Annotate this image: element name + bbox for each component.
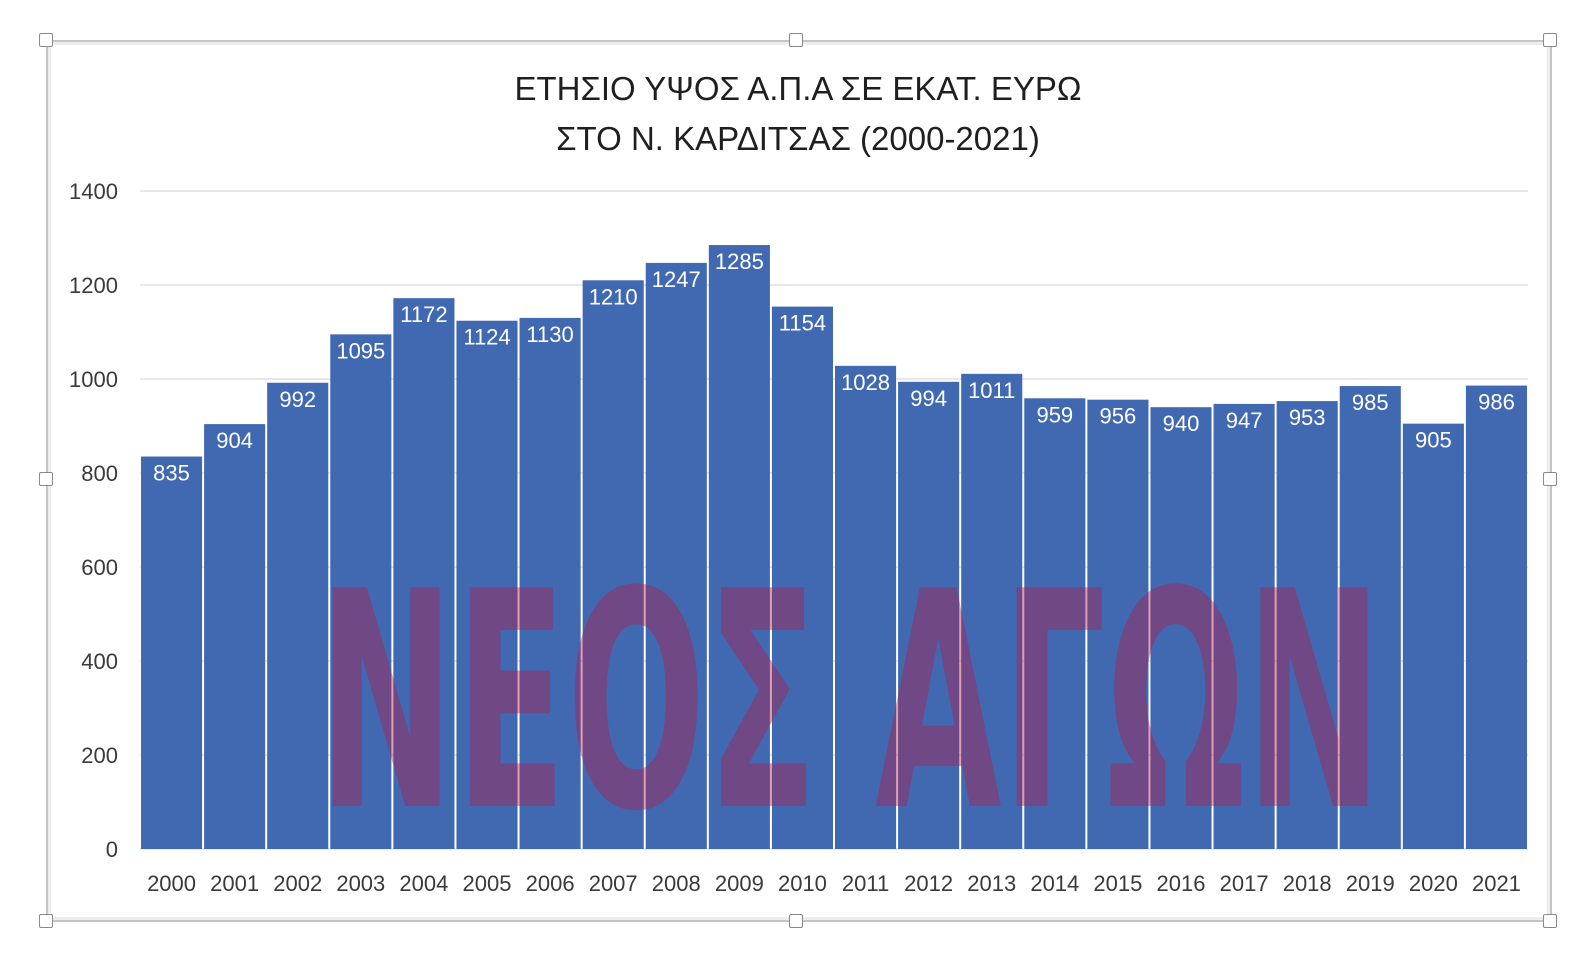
data-label-2002: 992 xyxy=(279,387,316,412)
data-label-2012: 994 xyxy=(910,386,947,411)
x-tick-label-2003: 2003 xyxy=(336,871,385,896)
y-axis-ticks: 0 200 400 600 800 1000 1200 1400 xyxy=(69,179,118,862)
bar-2021 xyxy=(1465,385,1527,849)
data-label-2017: 947 xyxy=(1226,408,1263,433)
resize-handle-top-left[interactable] xyxy=(39,33,53,47)
bar-2006 xyxy=(519,317,581,849)
x-tick-label-2011: 2011 xyxy=(842,871,889,896)
bar-2014 xyxy=(1024,398,1086,849)
data-labels: 835 904 992 1095 1172 1124 1130 1210 1247 1285 115… xyxy=(153,249,1515,486)
y-tick-label-400: 400 xyxy=(81,649,118,674)
bar-2010 xyxy=(771,306,833,849)
data-label-2010: 1154 xyxy=(779,311,826,336)
bar-2017 xyxy=(1213,403,1275,849)
bar-2002 xyxy=(267,382,329,849)
bar-2015 xyxy=(1087,399,1149,849)
y-tick-label-200: 200 xyxy=(81,743,118,768)
bar-2011 xyxy=(835,365,897,849)
data-label-2013: 1011 xyxy=(968,378,1015,403)
y-tick-label-800: 800 xyxy=(81,461,118,486)
bar-2016 xyxy=(1150,407,1212,849)
x-tick-label-2010: 2010 xyxy=(778,871,827,896)
bar-2012 xyxy=(898,381,960,849)
x-tick-label-2009: 2009 xyxy=(715,871,764,896)
x-tick-label-2013: 2013 xyxy=(967,871,1016,896)
x-tick-label-2004: 2004 xyxy=(399,871,448,896)
resize-handle-bottom-right[interactable] xyxy=(1543,914,1557,928)
data-label-2020: 905 xyxy=(1415,428,1452,453)
x-tick-label-2002: 2002 xyxy=(273,871,322,896)
bar-2004 xyxy=(393,298,455,849)
data-label-2000: 835 xyxy=(153,461,190,486)
x-tick-label-2008: 2008 xyxy=(652,871,701,896)
x-tick-label-2012: 2012 xyxy=(904,871,953,896)
x-tick-label-2006: 2006 xyxy=(526,871,575,896)
resize-handle-bottom-left[interactable] xyxy=(39,914,53,928)
x-tick-label-2017: 2017 xyxy=(1220,871,1269,896)
data-label-2018: 953 xyxy=(1289,405,1326,430)
bar-2009 xyxy=(708,245,770,850)
bars xyxy=(141,245,1527,850)
x-tick-label-2021: 2021 xyxy=(1472,871,1521,896)
x-tick-label-2016: 2016 xyxy=(1157,871,1206,896)
data-label-2019: 985 xyxy=(1352,390,1389,415)
bar-2020 xyxy=(1402,423,1464,849)
chart-title-line-1: ΕΤΗΣΙΟ ΥΨΟΣ Α.Π.Α ΣΕ ΕΚΑΤ. ΕΥΡΩ xyxy=(514,70,1081,107)
bar-2001 xyxy=(204,424,266,849)
bar-2007 xyxy=(582,280,644,849)
data-label-2001: 904 xyxy=(216,428,253,453)
data-label-2009: 1285 xyxy=(715,249,764,274)
x-axis-ticks: 2000 2001 2002 2003 2004 2005 2006 2007 2008 2009… xyxy=(147,871,1521,896)
y-tick-label-1000: 1000 xyxy=(69,367,118,392)
data-label-2021: 986 xyxy=(1478,390,1515,415)
data-label-2005: 1124 xyxy=(463,325,510,350)
y-tick-label-600: 600 xyxy=(81,555,118,580)
x-tick-label-2015: 2015 xyxy=(1093,871,1142,896)
x-tick-label-2014: 2014 xyxy=(1030,871,1079,896)
x-tick-label-2001: 2001 xyxy=(210,871,259,896)
resize-handle-top-middle[interactable] xyxy=(789,33,803,47)
resize-handle-middle-right[interactable] xyxy=(1543,472,1557,486)
y-tick-label-0: 0 xyxy=(106,837,118,862)
bar-2013 xyxy=(961,373,1023,849)
resize-handle-bottom-middle[interactable] xyxy=(789,914,803,928)
x-tick-label-2007: 2007 xyxy=(589,871,638,896)
data-label-2003: 1095 xyxy=(336,338,385,363)
chart-title-line-2: ΣΤΟ Ν. ΚΑΡΔΙΤΣΑΣ (2000-2021) xyxy=(556,120,1040,157)
data-label-2014: 959 xyxy=(1036,402,1073,427)
x-tick-label-2020: 2020 xyxy=(1409,871,1458,896)
data-label-2004: 1172 xyxy=(400,302,447,327)
bar-2018 xyxy=(1276,401,1338,849)
bar-2000 xyxy=(141,456,203,849)
bar-2003 xyxy=(330,334,392,850)
x-tick-label-2019: 2019 xyxy=(1346,871,1395,896)
data-label-2006: 1130 xyxy=(526,322,573,347)
watermark-logo: ΝΕΟΣ ΑΓΩΝ xyxy=(318,528,1383,877)
resize-handle-middle-left[interactable] xyxy=(39,472,53,486)
bar-2008 xyxy=(645,262,707,849)
data-label-2008: 1247 xyxy=(652,267,701,292)
data-label-2016: 940 xyxy=(1163,411,1200,436)
resize-handle-top-right[interactable] xyxy=(1543,33,1557,47)
bar-2005 xyxy=(456,320,518,850)
x-tick-label-2018: 2018 xyxy=(1283,871,1332,896)
x-tick-label-2000: 2000 xyxy=(147,871,196,896)
data-label-2011: 1028 xyxy=(841,370,890,395)
x-tick-label-2005: 2005 xyxy=(463,871,512,896)
y-tick-label-1400: 1400 xyxy=(69,179,118,204)
data-label-2007: 1210 xyxy=(589,284,638,309)
bar-2019 xyxy=(1339,386,1401,849)
y-tick-label-1200: 1200 xyxy=(69,273,118,298)
data-label-2015: 956 xyxy=(1100,404,1137,429)
